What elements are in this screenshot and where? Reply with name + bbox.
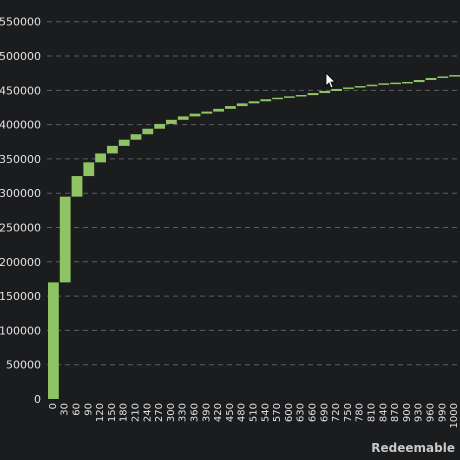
waterfall-bar <box>248 101 260 104</box>
waterfall-bar <box>284 96 295 98</box>
x-tick-label: 240 <box>142 403 153 422</box>
waterfall-bar <box>154 123 165 129</box>
y-tick-label: 100000 <box>0 324 41 337</box>
x-tick-label: 180 <box>119 403 130 422</box>
x-tick-label: 90 <box>83 403 94 416</box>
gridlines <box>47 21 460 366</box>
waterfall-bar <box>130 134 142 140</box>
x-tick-label: 750 <box>343 403 354 422</box>
x-tick-label: 570 <box>272 403 283 422</box>
waterfall-bar <box>166 119 177 124</box>
x-tick-label: 630 <box>296 403 307 422</box>
mouse-cursor-icon <box>325 72 336 89</box>
x-tick-label: 870 <box>390 403 401 422</box>
x-axis-ticks: 0 30 60 90 120 150 180 210 240 270 300 330 360 390 420… <box>48 403 460 428</box>
waterfall-bar <box>48 282 59 399</box>
x-tick-label: 390 <box>201 403 212 422</box>
waterfall-bar <box>189 113 201 117</box>
x-tick-label: 690 <box>319 403 330 422</box>
x-tick-label: 900 <box>402 403 413 422</box>
waterfall-bar <box>95 153 106 163</box>
waterfall-bar <box>390 82 401 85</box>
waterfall-bar <box>272 97 283 100</box>
x-tick-label: 780 <box>355 403 366 422</box>
y-tick-label: 250000 <box>0 222 41 235</box>
waterfall-bar <box>319 91 331 94</box>
x-tick-label: 510 <box>249 403 260 422</box>
waterfall-bar <box>107 145 118 154</box>
waterfall-bar <box>366 84 378 87</box>
x-tick-label: 930 <box>414 403 425 422</box>
x-tick-label: 660 <box>308 403 319 422</box>
waterfall-bar <box>413 80 425 83</box>
waterfall-bar <box>425 77 437 81</box>
waterfall-bar <box>343 87 354 89</box>
waterfall-bar <box>213 108 224 112</box>
x-tick-label: 210 <box>131 403 142 422</box>
y-tick-label: 0 <box>34 393 41 406</box>
x-tick-label: 360 <box>190 403 201 422</box>
x-tick-label: 330 <box>178 403 189 422</box>
y-tick-label: 500000 <box>0 50 41 63</box>
waterfall-bar <box>59 196 71 283</box>
waterfall-bar <box>378 83 390 85</box>
y-tick-label: 400000 <box>0 119 41 132</box>
x-tick-label: 480 <box>237 403 248 422</box>
x-tick-label: 840 <box>378 403 389 422</box>
x-tick-label: 270 <box>154 403 165 422</box>
waterfall-bar <box>118 139 130 146</box>
y-axis-ticks: 0 50000 100000 150000 200000 250000 300000 3500… <box>0 16 41 406</box>
x-tick-label: 450 <box>225 403 236 422</box>
waterfall-bar <box>260 99 272 102</box>
waterfall-bar <box>331 88 342 92</box>
x-tick-label: 0 <box>48 403 59 409</box>
waterfall-bar <box>83 162 95 177</box>
waterfall-bar <box>225 106 236 109</box>
waterfall-bar <box>307 93 319 96</box>
x-tick-label: 420 <box>213 403 224 422</box>
waterfall-bar <box>236 103 248 107</box>
x-tick-label: 60 <box>72 403 83 416</box>
x-axis-title: Redeemable <box>371 441 455 455</box>
x-tick-label: 120 <box>95 403 106 422</box>
x-tick-label: 30 <box>60 403 71 416</box>
y-tick-label: 350000 <box>0 153 41 166</box>
waterfall-bar <box>71 176 83 197</box>
waterfall-bar <box>354 86 366 88</box>
waterfall-bar <box>142 128 154 135</box>
bars <box>48 75 460 399</box>
waterfall-bar <box>402 81 413 84</box>
y-tick-label: 300000 <box>0 187 41 200</box>
waterfall-bar <box>437 76 449 78</box>
x-tick-label: 1000 <box>449 403 460 428</box>
x-tick-label: 300 <box>166 403 177 422</box>
y-tick-label: 550000 <box>0 16 41 29</box>
x-tick-label: 720 <box>331 403 342 422</box>
y-tick-label: 50000 <box>6 359 41 372</box>
waterfall-bar <box>449 75 460 77</box>
waterfall-bar <box>201 111 213 114</box>
x-tick-label: 960 <box>426 403 437 422</box>
x-tick-label: 990 <box>437 403 448 422</box>
x-tick-label: 810 <box>367 403 378 422</box>
waterfall-bar <box>295 94 307 97</box>
y-tick-label: 200000 <box>0 256 41 269</box>
y-tick-label: 150000 <box>0 290 41 303</box>
x-tick-label: 150 <box>107 403 118 422</box>
x-tick-label: 600 <box>284 403 295 422</box>
waterfall-bar <box>177 116 189 120</box>
y-tick-label: 450000 <box>0 84 41 97</box>
x-tick-label: 540 <box>260 403 271 422</box>
